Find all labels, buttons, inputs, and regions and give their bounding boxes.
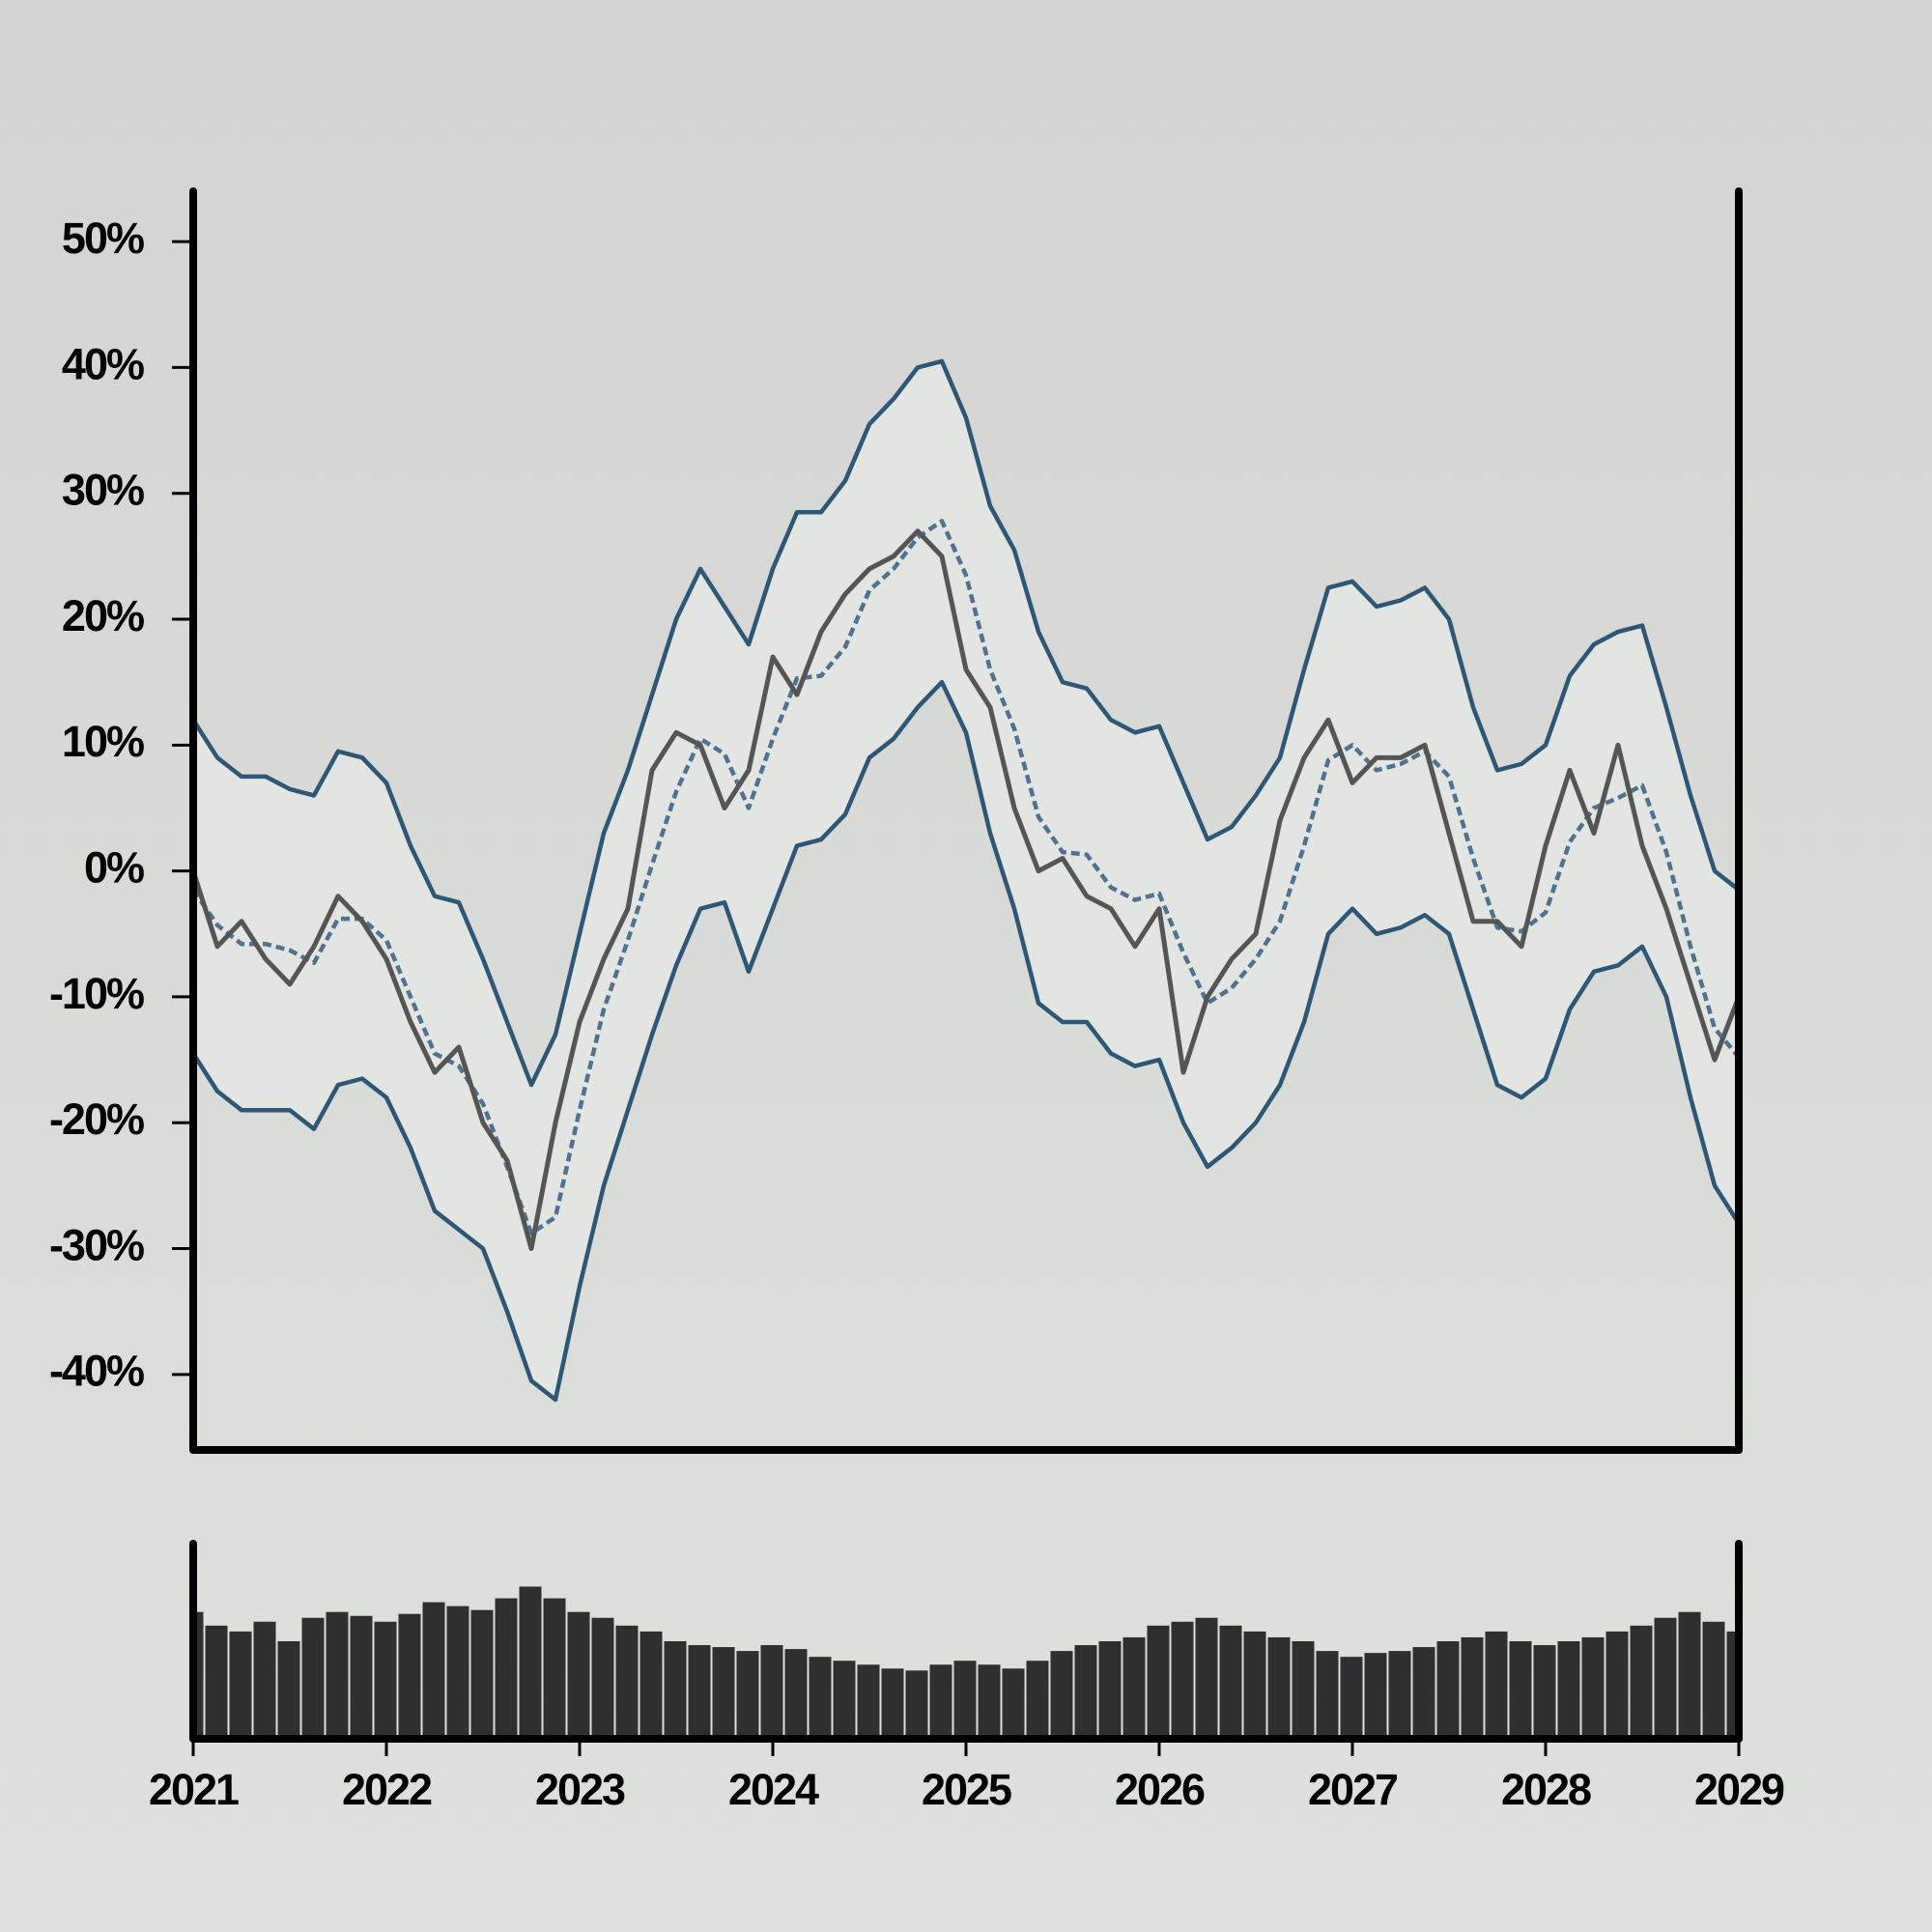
volume-bar — [639, 1631, 663, 1739]
y-tick-label: 30% — [62, 466, 144, 515]
volume-bar — [1267, 1636, 1291, 1739]
x-tick-label: 2024 — [728, 1765, 819, 1814]
line-middle — [191, 519, 1741, 1236]
x-tick-label: 2029 — [1694, 1765, 1784, 1814]
band-area — [193, 360, 1739, 1400]
volume-bar — [1098, 1641, 1122, 1739]
y-tick-label: 0% — [84, 843, 144, 893]
volume-bar — [1678, 1611, 1701, 1739]
volume-bar — [833, 1661, 856, 1739]
volume-bar — [1195, 1617, 1218, 1739]
volume-bar — [1412, 1647, 1435, 1739]
volume-bar — [784, 1649, 808, 1739]
y-tick-label: -30% — [49, 1220, 144, 1269]
volume-bar — [1436, 1641, 1460, 1739]
line-upper — [191, 358, 1741, 1088]
volume-bar — [470, 1609, 494, 1739]
y-tick-label: -10% — [49, 969, 144, 1018]
volume-bar — [1654, 1617, 1677, 1739]
volume-bar — [591, 1617, 614, 1739]
x-tick-label: 2021 — [149, 1765, 239, 1814]
y-tick-label: 20% — [62, 591, 144, 640]
volume-bar — [1702, 1621, 1725, 1739]
volume-bar — [953, 1661, 977, 1739]
volume-bar — [1388, 1651, 1411, 1739]
volume-bar — [929, 1664, 952, 1739]
volume-bar — [1605, 1631, 1629, 1739]
line-price — [190, 528, 1742, 1252]
volume-bar — [1316, 1651, 1339, 1739]
volume-bar — [1122, 1636, 1146, 1739]
x-tick-label: 2022 — [342, 1765, 432, 1814]
x-tick-label: 2026 — [1115, 1765, 1205, 1814]
volume-bar — [229, 1631, 252, 1739]
volume-bars — [193, 1586, 1739, 1739]
volume-bar — [446, 1605, 469, 1739]
volume-bar — [1074, 1645, 1097, 1739]
volume-bar — [205, 1625, 228, 1739]
volume-bar — [1002, 1668, 1025, 1739]
y-tick-label: 50% — [62, 213, 144, 263]
y-tick-label: -40% — [49, 1347, 144, 1396]
x-tick-label: 2023 — [535, 1765, 625, 1814]
y-tick-label: 10% — [62, 717, 144, 766]
volume-bar — [1340, 1657, 1363, 1739]
volume-bar — [736, 1651, 759, 1739]
volume-bar — [519, 1586, 542, 1739]
volume-bar — [193, 1611, 204, 1739]
volume-bar — [760, 1645, 783, 1739]
volume-bar — [1026, 1661, 1049, 1739]
volume-bar — [857, 1664, 880, 1739]
y-tick-label: -20% — [49, 1094, 144, 1144]
volume-bar — [301, 1617, 325, 1739]
volume-bar — [1050, 1651, 1073, 1739]
volume-bar — [809, 1657, 832, 1739]
volume-bar — [495, 1598, 518, 1739]
volume-bar — [543, 1598, 566, 1739]
volume-bar — [422, 1602, 445, 1739]
volume-bar — [664, 1641, 687, 1739]
x-tick-label: 2028 — [1501, 1765, 1591, 1814]
volume-bar — [688, 1645, 711, 1739]
volume-bar — [326, 1611, 349, 1739]
y-tick-label: 40% — [62, 339, 144, 388]
volume-bar — [1219, 1625, 1242, 1739]
volume-bar — [712, 1647, 735, 1739]
volume-bar — [615, 1625, 639, 1739]
line-lower — [191, 679, 1741, 1403]
volume-bar — [1485, 1631, 1508, 1739]
volume-bar — [1581, 1636, 1605, 1739]
volume-bar — [1461, 1636, 1484, 1739]
volume-bar — [1147, 1625, 1170, 1739]
volume-bar — [978, 1664, 1001, 1739]
volume-bar — [1364, 1653, 1387, 1739]
volume-bar — [905, 1670, 928, 1739]
volume-bar — [350, 1615, 373, 1739]
volume-bar — [1533, 1645, 1556, 1739]
volume-bar — [1557, 1641, 1580, 1739]
volume-bar — [253, 1621, 276, 1739]
volume-bar — [1171, 1621, 1194, 1739]
x-tick-label: 2027 — [1308, 1765, 1398, 1814]
volume-bar — [1243, 1631, 1266, 1739]
volume-bar — [567, 1611, 590, 1739]
volume-bar — [1292, 1641, 1315, 1739]
volume-bar — [277, 1641, 300, 1739]
volume-bar — [881, 1668, 904, 1739]
volume-bar — [374, 1621, 397, 1739]
volume-bar — [398, 1613, 421, 1739]
volume-bar — [1630, 1625, 1653, 1739]
x-tick-label: 2025 — [922, 1765, 1011, 1814]
volume-bar — [1509, 1641, 1532, 1739]
